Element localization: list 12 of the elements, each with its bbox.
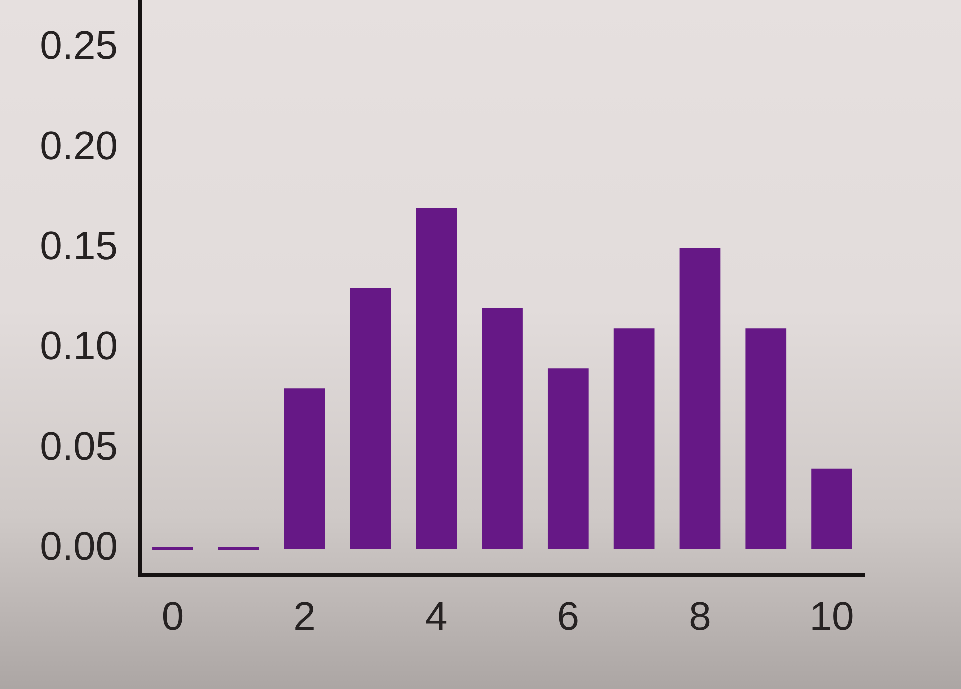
y-tick-label: 0.05 bbox=[40, 424, 118, 469]
y-tick-label: 0.10 bbox=[40, 324, 118, 369]
x-tick-label: 8 bbox=[689, 595, 712, 640]
x-tick-label: 0 bbox=[162, 595, 184, 640]
x-tick-label: 2 bbox=[294, 595, 316, 640]
x-tick-label: 10 bbox=[810, 595, 854, 640]
x-tick-label: 6 bbox=[557, 595, 580, 640]
y-tick-label: 0.25 bbox=[40, 24, 118, 68]
y-tick-label: 0.15 bbox=[40, 224, 118, 268]
y-tick-label: 0.20 bbox=[40, 124, 118, 168]
x-tick-label: 4 bbox=[425, 595, 448, 640]
y-tick-label: 0.00 bbox=[40, 524, 118, 569]
